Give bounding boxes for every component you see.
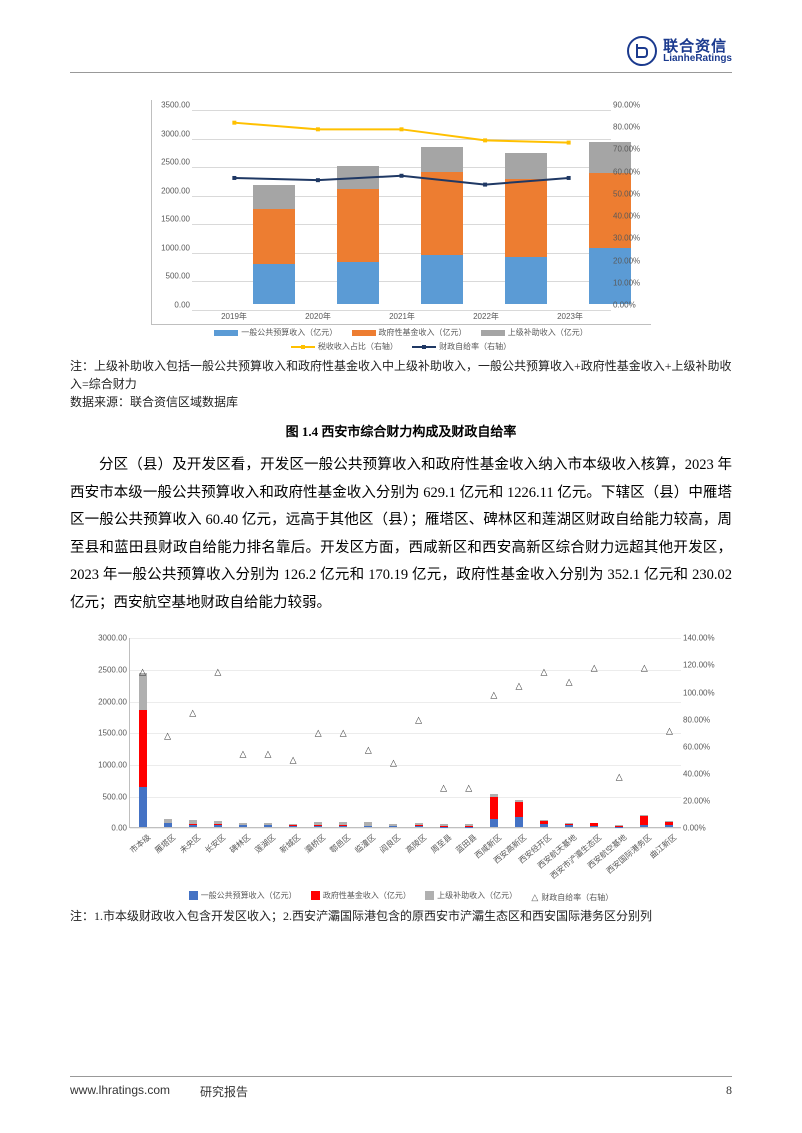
brand-name-cn: 联合资信 xyxy=(663,39,732,54)
chart-1-note: 注：上级补助收入包括一般公共预算收入和政府性基金收入中上级补助收入，一般公共预算… xyxy=(70,357,732,411)
logo-mark-icon xyxy=(627,36,657,66)
chart-2-legend: 一般公共预算收入（亿元） 政府性基金收入（亿元） 上级补助收入（亿元） △财政自… xyxy=(70,890,732,903)
chart-1-caption: 图 1.4 西安市综合财力构成及财政自给率 xyxy=(70,421,732,440)
footer-url: www.lhratings.com xyxy=(70,1083,170,1098)
brand-name-en: LianheRatings xyxy=(663,54,732,64)
header-divider xyxy=(70,72,732,73)
page-number: 8 xyxy=(726,1083,732,1098)
chart-2-note: 注：1.市本级财政收入包含开发区收入；2.西安浐灞国际港包含的原西安市浐灞生态区… xyxy=(70,907,732,925)
body-paragraph: 分区（县）及开发区看，开发区一般公共预算收入和政府性基金收入纳入市本级收入核算，… xyxy=(70,452,732,617)
chart-1-legend: 一般公共预算收入（亿元） 政府性基金收入（亿元） 上级补助收入（亿元） 税收收入… xyxy=(151,327,651,353)
page-footer: www.lhratings.com 研究报告 8 xyxy=(70,1076,732,1098)
chart-1: 0.00500.001000.001500.002000.002500.0030… xyxy=(70,100,732,353)
chart-2: △△△△△△△△△△△△△△△△△△△△△△ 0.00500.001000.00… xyxy=(70,633,732,903)
footer-label: 研究报告 xyxy=(200,1083,248,1100)
brand-logo: 联合资信 LianheRatings xyxy=(627,36,732,66)
